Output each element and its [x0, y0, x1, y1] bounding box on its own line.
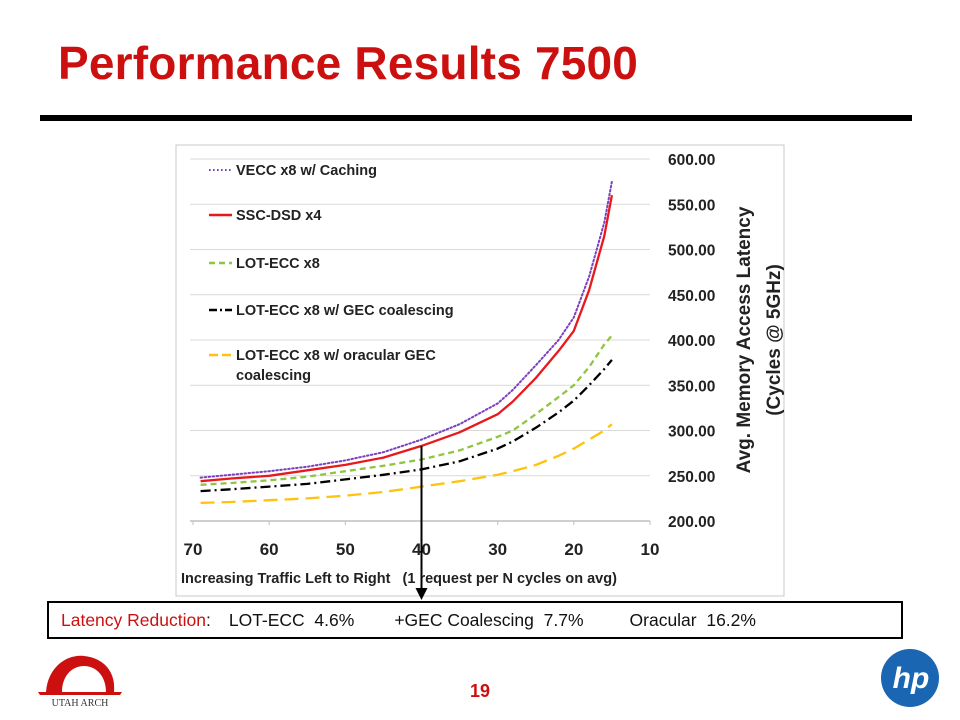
y-axis-label-line1: Avg. Memory Access Latency [734, 206, 755, 473]
x-tick-label: 50 [336, 540, 355, 559]
hp-logo: hp [881, 649, 939, 707]
y-axis-label-line2: (Cycles @ 5GHz) [764, 264, 785, 416]
legend-entry: LOT-ECC x8 w/ GEC coalescing [236, 303, 454, 319]
y-tick-label: 250.00 [668, 469, 715, 486]
hp-text: hp [893, 662, 930, 695]
series-line-lot-ecc-x8-w-oracular-gec [200, 423, 613, 505]
reduction-lot-ecc: LOT-ECC 4.6% [228, 609, 355, 630]
y-tick-label: 400.00 [668, 333, 715, 350]
series-line-ssc-dsd-x4 [200, 194, 614, 483]
series-line-vecc-x8-w-caching [199, 180, 613, 479]
y-tick-label: 550.00 [668, 197, 715, 214]
x-tick-label: 70 [184, 540, 203, 559]
y-axis-label: Avg. Memory Access Latency (Cycles @ 5GH… [734, 206, 785, 473]
arch-base-icon [38, 692, 122, 695]
x-tick-label: 30 [488, 540, 507, 559]
y-tick-labels: 200.00 250.00 300.00 350.00 400.00 450.00 500.… [668, 152, 715, 531]
series-line-lot-ecc-x8-w-gec-coalescing [200, 359, 613, 493]
series-lines [199, 180, 614, 505]
legend-entry: SSC-DSD x4 [236, 208, 321, 224]
y-tick-label: 350.00 [668, 378, 715, 395]
hp-circle-icon [881, 649, 939, 707]
x-axis-label: Increasing Traffic Left to Right (1 requ… [181, 571, 617, 587]
series-line-lot-ecc-x8 [200, 334, 613, 486]
y-tick-label: 450.00 [668, 288, 715, 305]
x-tick-labels: 70 60 50 40 30 20 10 [184, 521, 660, 559]
x-tick-label: 20 [564, 540, 583, 559]
arrow-head-icon [415, 588, 428, 600]
y-tick-label: 500.00 [668, 243, 715, 260]
reduction-colon: : [205, 609, 211, 630]
y-tick-label: 600.00 [668, 152, 715, 169]
reduction-gec: +GEC Coalescing 7.7% [394, 609, 584, 630]
gridlines [190, 158, 650, 477]
utah-arch-logo: UTAH ARCH [38, 655, 122, 708]
legend-entry: VECC x8 w/ Caching [236, 163, 377, 179]
page-number: 19 [469, 681, 491, 701]
reduction-label: Latency Reduction [61, 609, 206, 630]
latency-reduction-box: Latency Reduction: LOT-ECC 4.6% +GEC Coa… [47, 601, 903, 639]
y-tick-label: 200.00 [668, 514, 715, 531]
utah-arch-text: UTAH ARCH [52, 698, 109, 708]
legend-entry: LOT-ECC x8 w/ oracular GEC [236, 348, 436, 364]
x-tick-label: 10 [641, 540, 660, 559]
x-tick-label: 60 [260, 540, 279, 559]
annotation-arrow [415, 446, 428, 600]
legend-entry: LOT-ECC x8 [236, 256, 320, 272]
slide-title: Performance Results 7500 [58, 37, 639, 89]
title-divider [40, 115, 912, 121]
legend-entry-line2: coalescing [236, 368, 311, 384]
y-tick-label: 300.00 [668, 424, 715, 441]
legend: VECC x8 w/ Caching SSC-DSD x4 LOT-ECC x8 LO… [209, 163, 454, 384]
reduction-oracular: Oracular 16.2% [629, 609, 756, 630]
arch-icon [46, 655, 115, 692]
